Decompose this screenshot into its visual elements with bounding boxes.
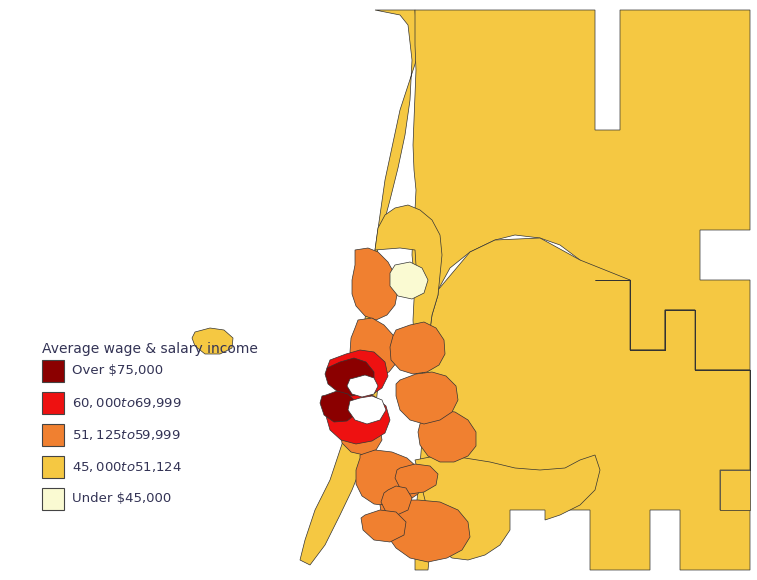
Text: $45,000  to $51,124: $45,000 to $51,124 [72,460,182,474]
Polygon shape [350,318,398,377]
Polygon shape [348,396,386,424]
Polygon shape [352,248,398,320]
Polygon shape [356,450,422,506]
Polygon shape [192,328,233,354]
Polygon shape [412,10,750,385]
Polygon shape [325,358,374,396]
Polygon shape [326,392,390,444]
Polygon shape [418,410,476,462]
Polygon shape [381,486,412,515]
Bar [42,392,64,414]
Polygon shape [320,391,356,422]
Polygon shape [361,510,406,542]
Bar [42,488,64,510]
Polygon shape [375,205,442,385]
Polygon shape [390,262,428,299]
Text: Over $75,000: Over $75,000 [72,364,163,378]
Polygon shape [396,372,458,424]
Bar [42,360,64,382]
Polygon shape [395,464,438,494]
Text: Average wage & salary income: Average wage & salary income [42,342,258,356]
Polygon shape [300,10,418,565]
Polygon shape [415,238,750,570]
Polygon shape [340,415,382,455]
Polygon shape [390,322,445,374]
Text: $51,125  to $59,999: $51,125 to $59,999 [72,428,181,442]
Text: $60,000  to $69,999: $60,000 to $69,999 [72,396,182,410]
Polygon shape [595,280,750,510]
Polygon shape [327,350,388,398]
Polygon shape [347,375,378,397]
Bar [42,424,64,446]
Polygon shape [380,500,470,562]
Text: Under $45,000: Under $45,000 [72,492,171,506]
Polygon shape [415,455,600,560]
Bar [42,456,64,478]
